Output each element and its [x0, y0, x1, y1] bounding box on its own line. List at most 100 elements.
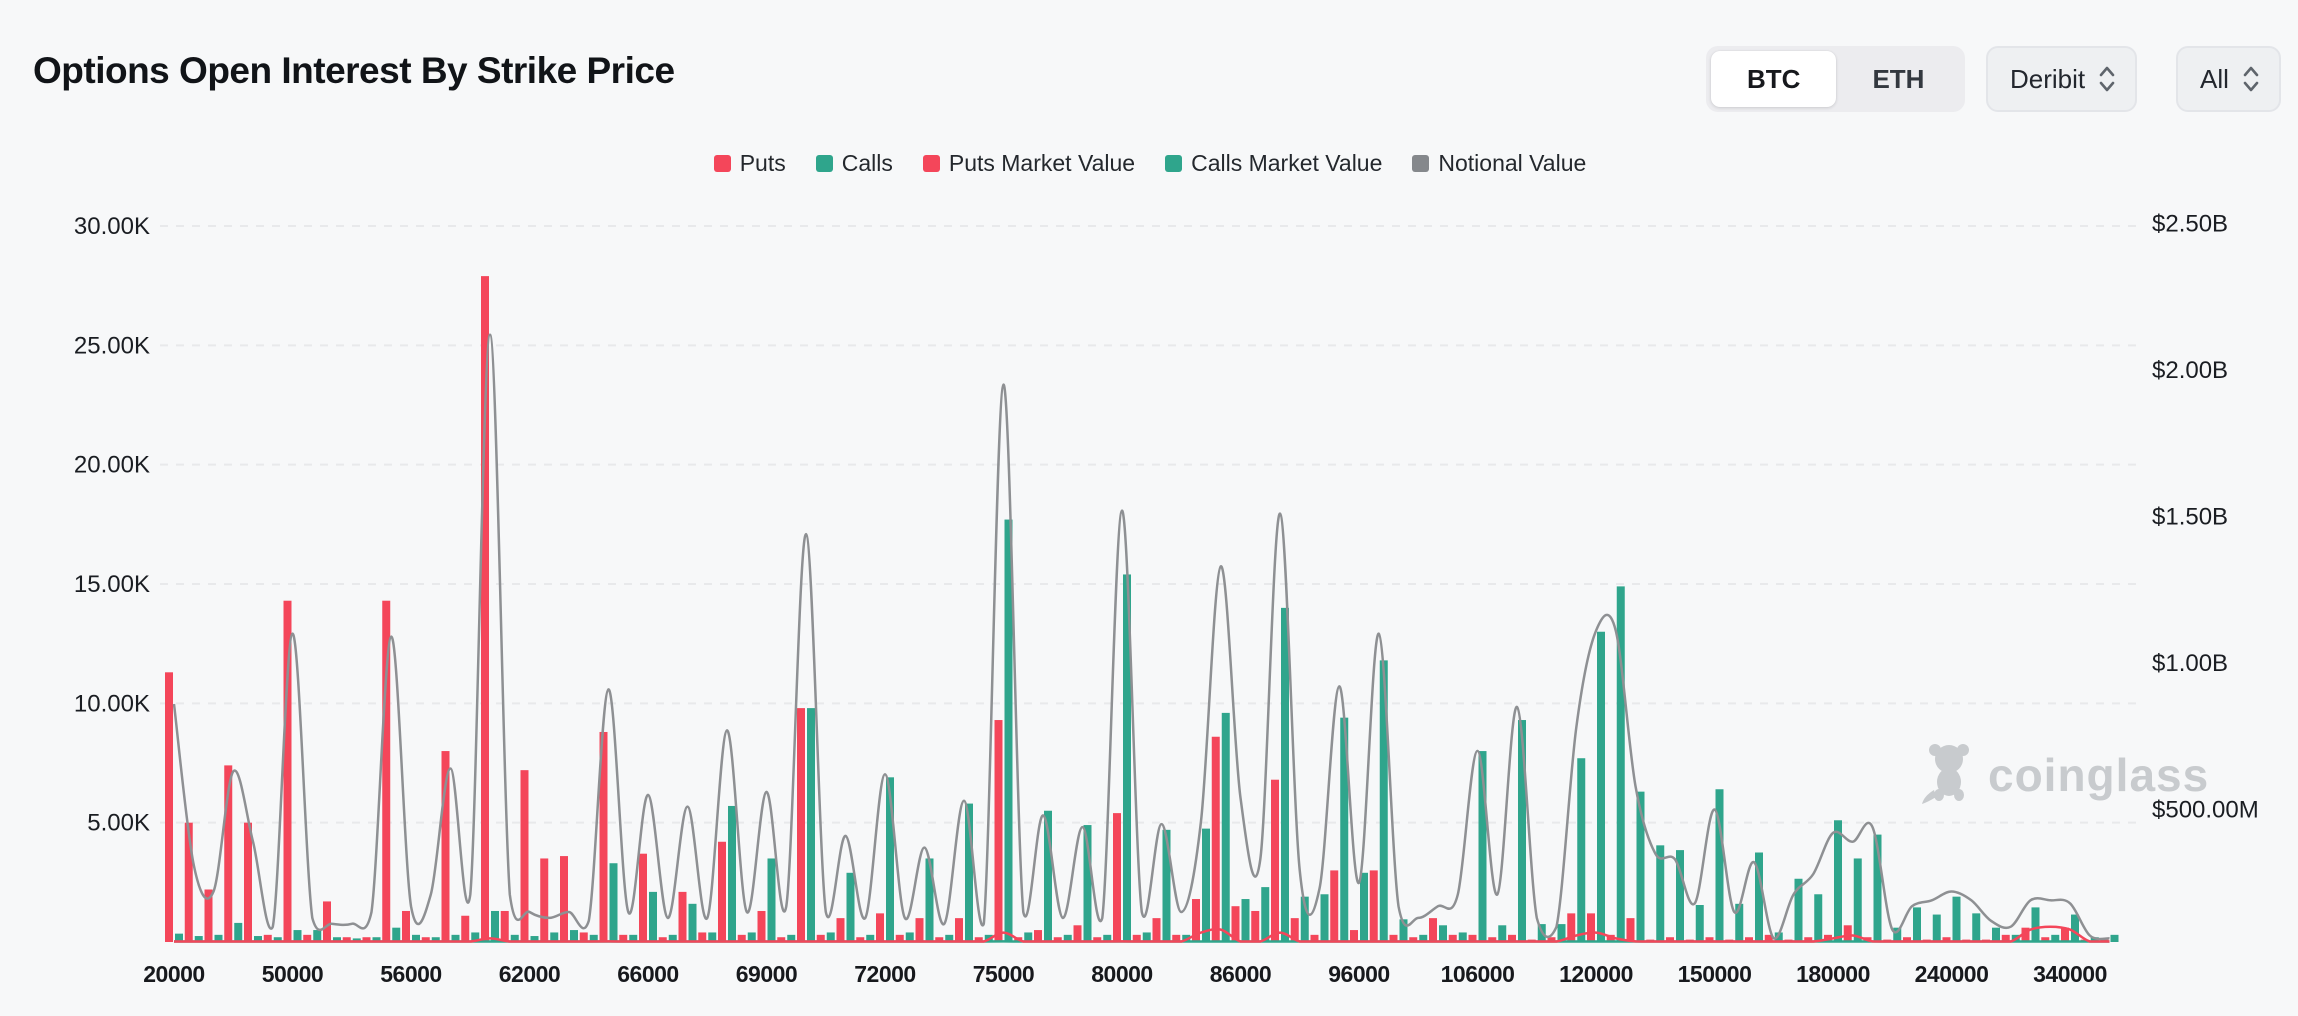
legend-item-puts[interactable]: Puts: [713, 150, 786, 177]
legend-label: Puts Market Value: [948, 150, 1136, 176]
left-axis-tick-label: 15.00K: [74, 571, 150, 598]
calls-bar: [866, 934, 875, 942]
asset-toggle[interactable]: BTC ETH: [1706, 46, 1966, 112]
calls-bar: [1004, 519, 1013, 942]
x-axis-tick-label: 20000: [143, 961, 204, 987]
calls-bar: [372, 937, 381, 942]
puts-bar: [599, 731, 608, 942]
chevron-updown-icon: [2099, 66, 2115, 92]
calls-bar: [688, 903, 697, 942]
calls-bar: [1478, 751, 1487, 942]
puts-bar: [520, 770, 529, 942]
calls-bar: [234, 922, 243, 942]
legend-label: Puts: [739, 150, 786, 176]
left-axis-tick-label: 30.00K: [74, 213, 150, 240]
coinglass-watermark: coinglass: [1922, 744, 2209, 804]
puts-bar: [1705, 937, 1714, 942]
calls-bar: [1616, 586, 1625, 942]
calls-bar: [609, 863, 618, 942]
calls-bar: [1063, 934, 1072, 942]
calls-bar: [905, 932, 914, 942]
legend-swatch: [922, 155, 940, 172]
legend-label: Notional Value: [1438, 150, 1587, 176]
asset-toggle-eth[interactable]: ETH: [1872, 63, 1925, 94]
calls-bar: [570, 930, 578, 942]
calls-bar: [2071, 914, 2079, 942]
puts-bar: [441, 751, 450, 942]
calls-bar: [2110, 934, 2119, 942]
legend-item-notional-value[interactable]: Notional Value: [1412, 150, 1586, 177]
calls-bar: [254, 936, 262, 942]
x-axis-tick-label: 69000: [736, 961, 797, 987]
puts-bar: [500, 910, 509, 942]
legend-swatch: [1165, 155, 1183, 172]
calls-bar: [1281, 607, 1289, 942]
calls-bar: [471, 932, 480, 942]
x-axis-tick-label: 150000: [1678, 961, 1752, 987]
calls-bar: [1044, 810, 1052, 942]
calls-bar: [728, 805, 736, 942]
puts-bar: [1626, 918, 1635, 942]
calls-bar: [807, 708, 815, 942]
calls-bar: [826, 932, 835, 942]
puts-bar: [1448, 934, 1457, 942]
puts-bar: [1330, 870, 1339, 942]
calls-bar: [451, 934, 460, 942]
calls-bar: [1221, 712, 1230, 942]
left-axis-tick-label: 5.00K: [87, 810, 150, 837]
calls-bar: [1932, 914, 1941, 942]
calls-bar: [1695, 905, 1704, 942]
coinglass-watermark-text: coinglass: [1988, 749, 2209, 801]
calls-bar: [1577, 758, 1586, 942]
calls-bar: [1340, 717, 1349, 942]
puts-bar: [737, 934, 746, 942]
puts-bar: [816, 934, 825, 942]
puts-bar: [2021, 927, 2030, 942]
puts-bar: [1113, 813, 1121, 942]
puts-bar: [303, 934, 312, 942]
puts-bar: [1508, 934, 1516, 942]
calls-bar: [1439, 925, 1447, 942]
puts-bar: [1764, 934, 1773, 942]
calls-bar: [846, 872, 855, 942]
exchange-select[interactable]: Deribit: [1986, 46, 2138, 112]
calls-bar: [2090, 937, 2099, 942]
puts-bar: [540, 858, 549, 942]
puts-bar: [2001, 934, 2010, 942]
calls-bar: [787, 934, 796, 942]
calls-bar: [510, 934, 519, 942]
calls-bar: [1261, 887, 1270, 942]
puts-bar: [1488, 937, 1497, 942]
puts-bar: [224, 765, 233, 942]
calls-bar: [1755, 852, 1763, 942]
legend-swatch: [815, 155, 833, 172]
puts-bar: [1903, 937, 1911, 942]
calls-bar: [1597, 631, 1605, 942]
puts-bar: [1310, 934, 1319, 942]
legend-item-calls[interactable]: Calls: [815, 150, 893, 177]
puts-bar: [777, 937, 786, 942]
puts-bar: [342, 937, 351, 942]
calls-bar: [589, 934, 598, 942]
puts-bar: [974, 937, 983, 942]
legend-item-puts-market-value[interactable]: Puts Market Value: [922, 150, 1136, 177]
calls-bar: [194, 936, 203, 942]
calls-bar: [1853, 858, 1862, 942]
puts-bar: [2061, 927, 2069, 942]
puts-bar: [402, 910, 410, 942]
puts-bar: [481, 276, 489, 942]
asset-toggle-btc[interactable]: BTC: [1711, 51, 1837, 107]
calls-bar: [2031, 907, 2040, 942]
calls-bar: [491, 910, 499, 942]
legend-item-calls-market-value[interactable]: Calls Market Value: [1165, 150, 1382, 177]
puts-bar: [955, 918, 963, 942]
expiry-select[interactable]: All: [2176, 46, 2281, 112]
puts-bar: [1271, 779, 1279, 942]
calls-bar: [886, 777, 894, 942]
calls-bar: [1913, 907, 1921, 942]
calls-bar: [747, 932, 756, 942]
right-axis-tick-label: $2.00B: [2152, 357, 2228, 384]
puts-bar: [382, 600, 391, 942]
calls-bar: [1300, 896, 1309, 942]
